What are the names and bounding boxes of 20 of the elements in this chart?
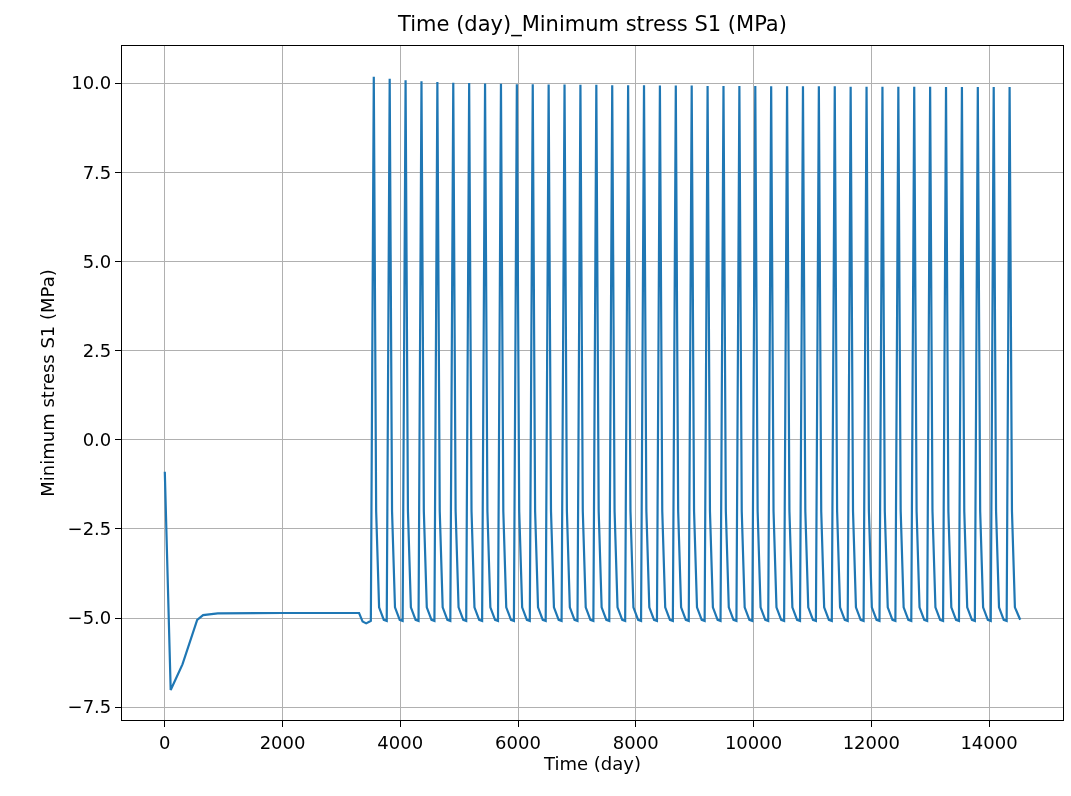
x-tick-label: 6000 xyxy=(495,731,541,753)
y-tick-label: −5.0 xyxy=(67,607,112,629)
x-tick-label: 12000 xyxy=(842,731,900,753)
x-tick-label: 10000 xyxy=(724,731,783,753)
y-tick-label: 10.0 xyxy=(71,72,112,94)
line-series xyxy=(163,75,1022,692)
x-axis-title: Time (day) xyxy=(543,752,641,774)
y-axis-title: Minimum stress S1 (MPa) xyxy=(36,269,58,497)
y-tick-label: 2.5 xyxy=(82,339,112,361)
x-tick-label: 0 xyxy=(159,731,171,753)
y-tick-label: −7.5 xyxy=(67,696,112,718)
chart-title: Time (day)_Minimum stress S1 (MPa) xyxy=(397,12,787,38)
x-tick-label: 4000 xyxy=(377,731,424,753)
x-tick-label: 2000 xyxy=(259,731,306,753)
y-tick-label: 5.0 xyxy=(82,250,112,272)
y-tick-label: −2.5 xyxy=(67,518,112,540)
x-tick-label: 8000 xyxy=(612,731,659,753)
y-tick-label: 0.0 xyxy=(82,429,112,450)
x-tick-label: 14000 xyxy=(960,731,1018,753)
y-tick-label: 7.5 xyxy=(82,161,112,183)
